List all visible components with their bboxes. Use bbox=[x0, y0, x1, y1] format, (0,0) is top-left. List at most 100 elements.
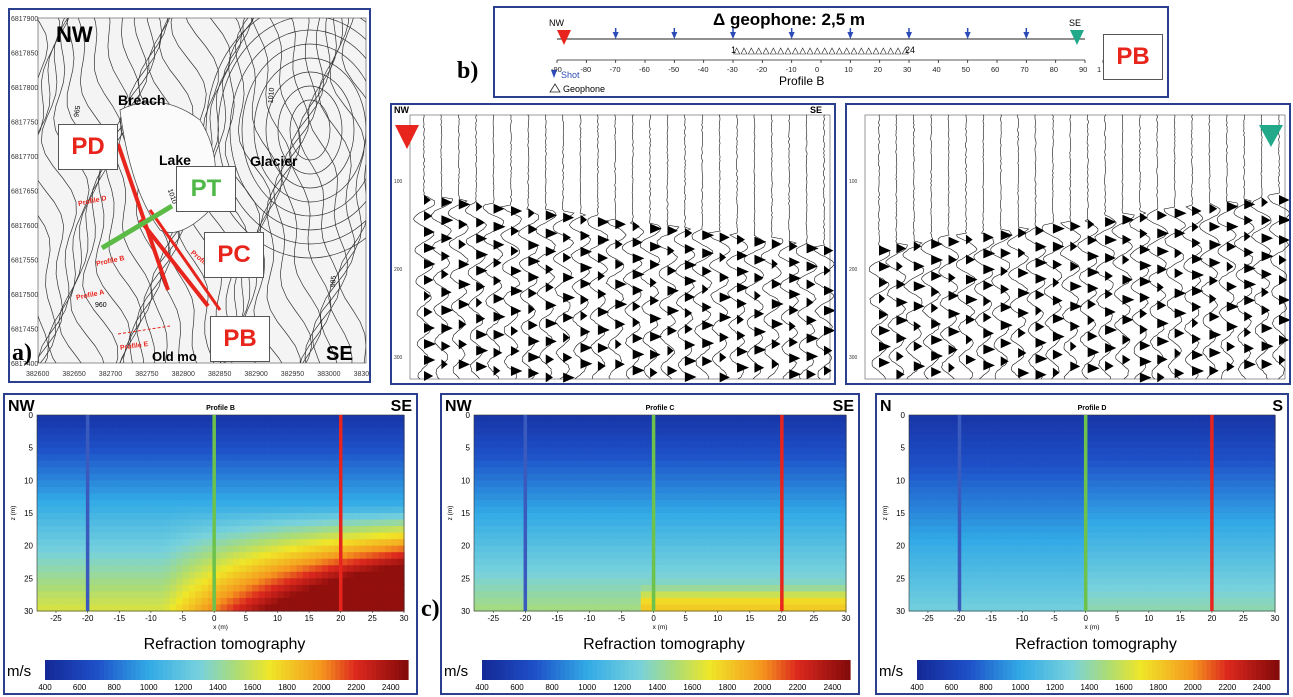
tomo-cell bbox=[518, 506, 526, 514]
seismic-wiggle-fill bbox=[965, 354, 977, 365]
tomo-cell bbox=[283, 558, 291, 566]
tomo-cell bbox=[283, 513, 291, 521]
seismic-wiggle-fill bbox=[1052, 349, 1063, 360]
tomo-cell bbox=[711, 519, 719, 527]
tomo-cell bbox=[486, 565, 494, 573]
tomo-cell bbox=[685, 584, 693, 592]
tomo-cell bbox=[372, 473, 380, 481]
tomo-cell bbox=[474, 454, 482, 462]
map-contour-line bbox=[95, 18, 132, 363]
tomo-cell bbox=[666, 558, 674, 566]
tomo-cell bbox=[685, 467, 693, 475]
tomo-cell bbox=[634, 526, 642, 534]
tomo-cell bbox=[788, 558, 796, 566]
tomo-cell bbox=[653, 454, 661, 462]
tomo-cell bbox=[474, 591, 482, 599]
tomo-cell bbox=[347, 434, 354, 442]
tomo-cell bbox=[81, 454, 89, 462]
seismic-wiggle-fill bbox=[771, 259, 778, 269]
tomo-cell bbox=[144, 552, 152, 560]
tomo-cell bbox=[660, 532, 668, 540]
tomo-cell bbox=[602, 526, 610, 534]
seismic-trace bbox=[1007, 114, 1030, 380]
tomo-cell bbox=[984, 421, 992, 429]
map-profile-d-line bbox=[116, 143, 170, 291]
tomo-cell bbox=[991, 415, 998, 423]
tomo-cell bbox=[81, 539, 89, 547]
tomo-cell bbox=[207, 421, 215, 429]
tomo-cell bbox=[570, 460, 578, 468]
tomo-cell bbox=[258, 571, 266, 579]
colorbar-tick: 1000 bbox=[578, 683, 596, 692]
tomo-cell bbox=[340, 565, 348, 573]
tomo-cell bbox=[666, 597, 674, 606]
colorbar-segment bbox=[629, 660, 635, 680]
seismic-wiggle-fill bbox=[1000, 284, 1010, 295]
seismic-wiggle-fill bbox=[1122, 314, 1134, 325]
tomo-cell bbox=[493, 513, 501, 521]
tomo-cell bbox=[991, 460, 998, 468]
tomo-cell bbox=[474, 421, 482, 429]
seismic-wiggle-fill bbox=[806, 297, 814, 308]
seismic-wiggle-fill bbox=[824, 345, 833, 356]
tomo-cell bbox=[499, 578, 507, 586]
tomo-cell bbox=[570, 447, 578, 455]
tomo-cell bbox=[321, 532, 329, 540]
tomo-cell bbox=[927, 597, 935, 606]
tomo-cell bbox=[563, 552, 571, 560]
tomo-cell bbox=[794, 473, 802, 481]
tomo-cell bbox=[119, 441, 127, 449]
tomo-cell bbox=[576, 460, 584, 468]
tomo-cell bbox=[474, 526, 482, 534]
tomo-cell bbox=[119, 493, 127, 501]
tomo-cell bbox=[576, 480, 584, 488]
tomo-cell bbox=[531, 434, 539, 442]
tomo-cell bbox=[704, 578, 712, 586]
tomo-cell bbox=[486, 532, 494, 540]
tomo-cell bbox=[1003, 473, 1011, 481]
tomo-cell bbox=[692, 428, 700, 436]
tomo-cell bbox=[608, 486, 616, 494]
tomo-cell bbox=[68, 415, 76, 423]
colorbar-segment bbox=[693, 660, 699, 680]
tomo-cell bbox=[220, 506, 228, 514]
tomo-cell bbox=[997, 526, 1005, 534]
seismic-wiggle-fill bbox=[597, 253, 609, 263]
tomo-cell bbox=[81, 552, 89, 560]
tomo-cell bbox=[839, 519, 847, 527]
tomo-cell bbox=[309, 532, 317, 540]
tomo-cell bbox=[37, 428, 44, 436]
tomo-cell bbox=[794, 597, 802, 606]
tomo-cell bbox=[366, 480, 373, 488]
seismic-wiggle-fill bbox=[1244, 263, 1256, 274]
tomo-cell bbox=[769, 558, 777, 566]
tomo-cell bbox=[480, 558, 488, 566]
tomo-cell bbox=[698, 584, 706, 592]
tomo-cell bbox=[321, 447, 329, 455]
seismic-wiggle-fill bbox=[528, 256, 541, 267]
tomo-cell bbox=[74, 434, 82, 442]
tomo-cell bbox=[781, 565, 789, 573]
tomo-cell bbox=[138, 434, 146, 442]
tomo-cell bbox=[385, 584, 392, 592]
colorbar-segment bbox=[358, 660, 364, 680]
colorbar-tick: 2200 bbox=[789, 683, 807, 692]
geometry-tick-label: -70 bbox=[610, 65, 621, 74]
tomo-cell bbox=[953, 499, 961, 508]
colorbar-tick: 2400 bbox=[382, 683, 400, 692]
tomo-cell bbox=[801, 526, 809, 534]
tomo-cell bbox=[756, 526, 764, 534]
tomo-cell bbox=[214, 467, 222, 475]
tomo-cell bbox=[634, 434, 642, 442]
tomo-cell bbox=[506, 506, 514, 514]
tomo-cell bbox=[372, 454, 380, 462]
tomo-cell bbox=[512, 552, 520, 560]
tomo-cell bbox=[239, 428, 247, 436]
tomo-cell bbox=[833, 545, 841, 553]
map-y-tick: 6817800 bbox=[11, 85, 38, 92]
tomo-cell bbox=[321, 545, 329, 553]
tomo-cell bbox=[730, 604, 738, 612]
seismic-wiggle-fill bbox=[632, 269, 645, 280]
seismic-wiggle-fill bbox=[528, 336, 540, 347]
tomo-cell bbox=[997, 460, 1005, 468]
